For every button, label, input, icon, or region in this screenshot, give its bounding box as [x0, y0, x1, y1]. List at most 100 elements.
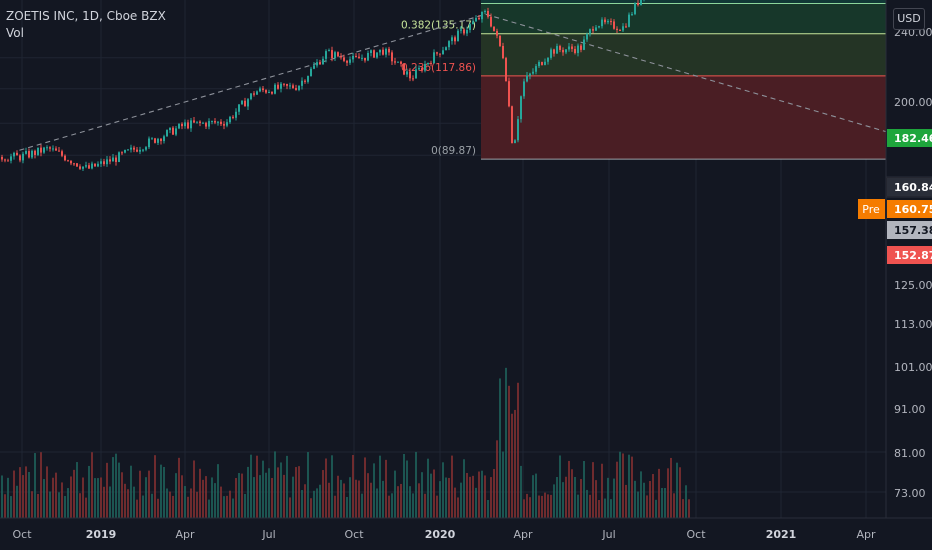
volume-bar: [403, 453, 405, 518]
volume-bar: [682, 499, 684, 518]
candle-body: [358, 56, 360, 59]
volume-bar: [670, 457, 672, 518]
volume-bar: [502, 451, 504, 518]
volume-bar: [277, 467, 279, 518]
candle-body: [571, 46, 573, 49]
candle-body: [1, 156, 3, 160]
candle-body: [55, 148, 57, 151]
candle-body: [454, 37, 456, 42]
candle-body: [430, 62, 432, 64]
candle-body: [310, 68, 312, 77]
volume-bar: [601, 463, 603, 518]
candle-body: [97, 163, 99, 167]
volume-bar: [196, 491, 198, 518]
candle-body: [85, 165, 87, 167]
volume-bar: [553, 484, 555, 518]
candle-body: [379, 49, 381, 53]
candle-body: [235, 111, 237, 118]
candle-body: [493, 26, 495, 31]
candle-body: [505, 58, 507, 82]
candle-body: [214, 121, 216, 123]
candle-body: [145, 147, 147, 150]
candle-body: [382, 49, 384, 55]
candle-body: [550, 49, 552, 58]
volume-bar: [340, 479, 342, 518]
currency-button[interactable]: USD: [893, 8, 925, 30]
volume-bar: [370, 482, 372, 518]
candle-body: [592, 29, 594, 31]
candle-body: [223, 124, 225, 126]
candle-body: [400, 61, 402, 64]
candle-body: [154, 138, 156, 143]
volume-bar: [256, 455, 258, 518]
candle-body: [211, 121, 213, 123]
volume-bar: [466, 472, 468, 518]
volume-bar: [580, 479, 582, 518]
candle-body: [523, 81, 525, 97]
volume-bar: [64, 496, 66, 518]
candle-body: [526, 75, 528, 82]
candle-body: [361, 57, 363, 59]
volume-bar: [511, 413, 513, 518]
candle-body: [118, 152, 120, 162]
volume-bar: [664, 487, 666, 518]
candle-body: [511, 106, 513, 144]
volume-bar: [505, 367, 507, 518]
candle-body: [46, 147, 48, 149]
candle-body: [559, 46, 561, 50]
candle-body: [385, 48, 387, 55]
candle-body: [130, 147, 132, 150]
candle-body: [196, 121, 198, 123]
volume-bar: [565, 476, 567, 518]
candle-body: [4, 159, 6, 161]
volume-bar: [478, 471, 480, 518]
price-tag-label: 152.87: [894, 249, 932, 262]
volume-bar: [124, 483, 126, 518]
candle-body: [259, 88, 261, 92]
y-tick-label: 101.00: [894, 361, 932, 374]
volume-bar: [523, 499, 525, 518]
volume-bar: [103, 486, 105, 518]
volume-bar: [400, 483, 402, 518]
volume-legend: Vol: [6, 26, 24, 40]
volume-bar: [274, 451, 276, 518]
candle-body: [355, 55, 357, 57]
candle-body: [481, 11, 483, 20]
volume-bar: [508, 385, 510, 518]
volume-bar: [445, 477, 447, 518]
candle-body: [313, 65, 315, 69]
candle-body: [637, 2, 639, 5]
candle-body: [496, 30, 498, 36]
candle-body: [295, 88, 297, 90]
candle-body: [601, 19, 603, 27]
volume-bar: [100, 477, 102, 518]
candle-body: [163, 136, 165, 142]
candle-body: [61, 151, 63, 156]
volume-bar: [352, 454, 354, 518]
volume-bar: [535, 473, 537, 518]
volume-bar: [298, 466, 300, 518]
volume-bar: [166, 488, 168, 518]
price-tag-pre: [887, 200, 932, 218]
candle-body: [283, 83, 285, 85]
volume-bar: [307, 452, 309, 518]
candle-body: [106, 159, 108, 165]
volume-bar: [514, 409, 516, 518]
candle-body: [457, 30, 459, 42]
x-tick-label: Oct: [686, 528, 706, 541]
volume-bar: [319, 484, 321, 518]
fib-label-0.5: 0.5(149.16): [414, 0, 476, 1]
volume-bar: [25, 466, 27, 518]
volume-bar: [202, 479, 204, 518]
volume-bar: [418, 483, 420, 518]
candle-body: [226, 122, 228, 126]
volume-bar: [667, 468, 669, 518]
volume-bar: [541, 495, 543, 518]
candle-body: [115, 157, 117, 162]
candle-body: [304, 80, 306, 82]
candle-body: [205, 122, 207, 127]
volume-bar: [217, 464, 219, 518]
candle-body: [298, 85, 300, 90]
chart-title: ZOETIS INC, 1D, Cboe BZX: [6, 9, 166, 23]
